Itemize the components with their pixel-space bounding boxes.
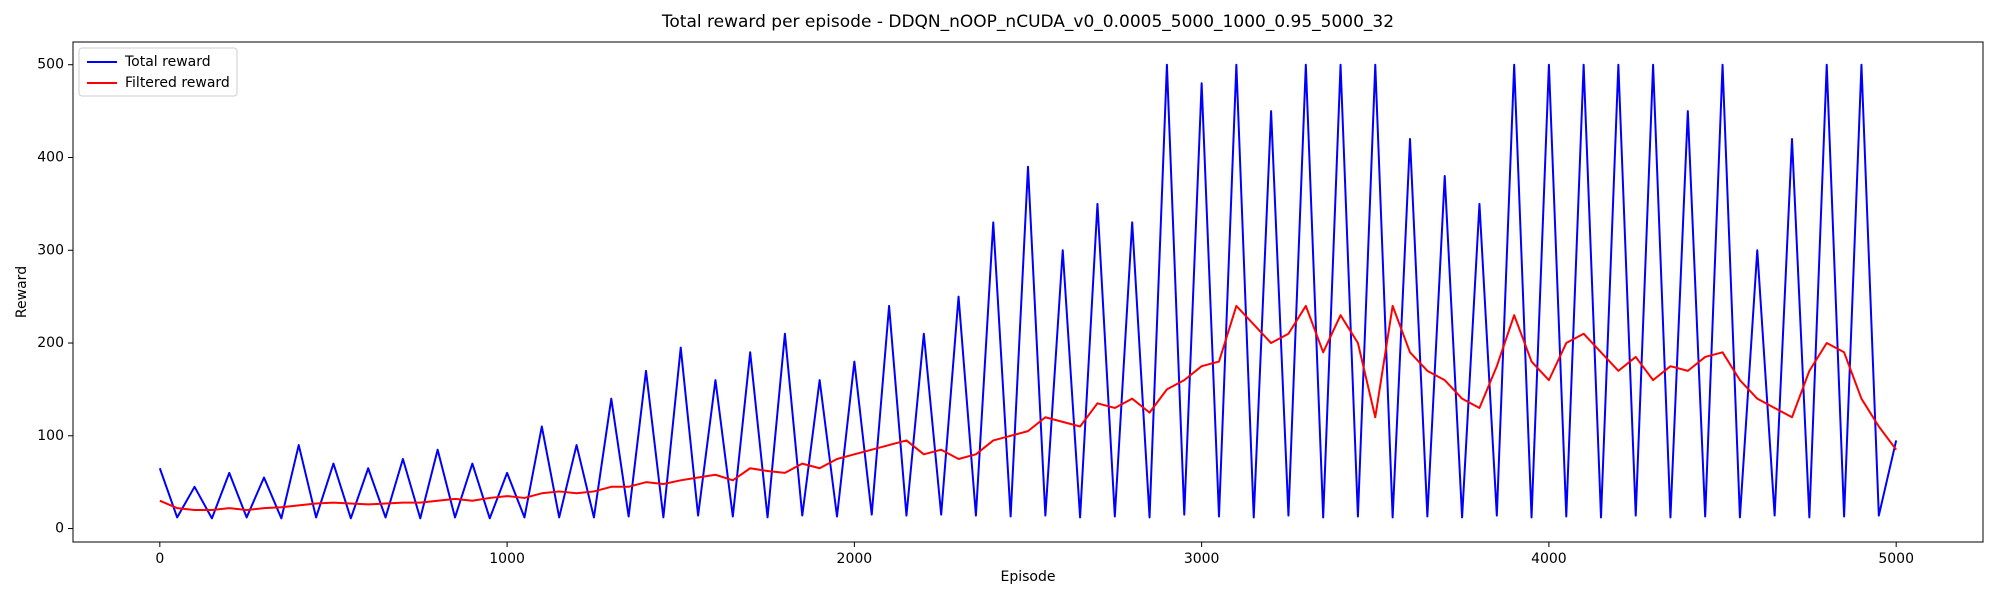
x-tick-label: 4000 <box>1531 551 1567 567</box>
x-tick-label: 3000 <box>1184 551 1220 567</box>
legend-label: Total reward <box>124 54 211 70</box>
x-tick-label: 1000 <box>489 551 525 567</box>
series-line <box>159 304 1897 511</box>
x-tick-label: 0 <box>155 551 164 567</box>
plot-frame <box>72 41 1984 543</box>
y-tick-label: 500 <box>37 57 64 73</box>
y-tick-label: 0 <box>55 521 64 537</box>
legend-box <box>78 47 238 97</box>
x-tick-label: 2000 <box>837 551 873 567</box>
chart-title: Total reward per episode - DDQN_nOOP_nCU… <box>661 12 1394 32</box>
legend-label: Filtered reward <box>125 75 230 91</box>
y-tick-label: 300 <box>37 242 64 258</box>
x-axis-label: Episode <box>1001 569 1056 585</box>
y-tick-label: 100 <box>37 428 64 444</box>
x-tick-label: 5000 <box>1878 551 1914 567</box>
y-axis-label: Reward <box>14 266 30 318</box>
y-tick-label: 200 <box>37 335 64 351</box>
series-line <box>158 63 1898 520</box>
y-tick-label: 400 <box>37 149 64 165</box>
